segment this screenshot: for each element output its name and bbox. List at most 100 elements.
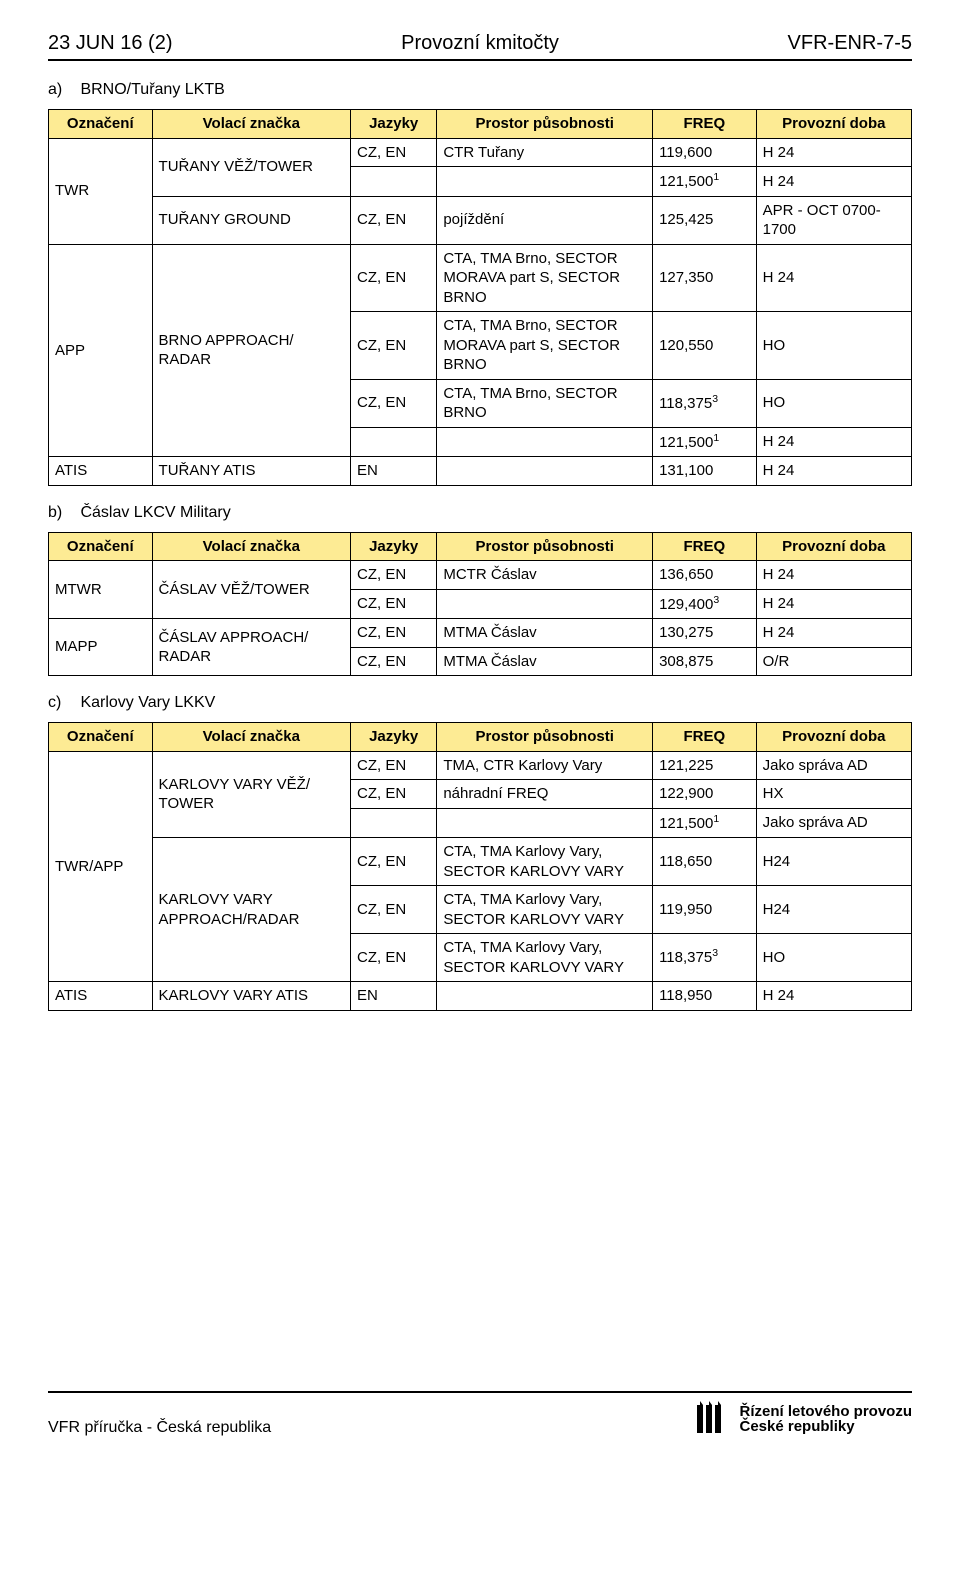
cell-jazyky	[351, 167, 437, 197]
cell-freq: 136,650	[653, 561, 757, 590]
cell-prostor	[437, 457, 653, 486]
section-c-title: c) Karlovy Vary LKKV	[48, 694, 912, 712]
col-prostor: Prostor působnosti	[437, 110, 653, 139]
cell-doba: H 24	[756, 589, 911, 619]
page-header: 23 JUN 16 (2) Provozní kmitočty VFR-ENR-…	[48, 32, 912, 61]
table-brno: Označení Volací značka Jazyky Prostor pů…	[48, 109, 912, 486]
cell-prostor: MTMA Čáslav	[437, 647, 653, 676]
cell-jazyky: EN	[351, 982, 437, 1011]
cell-jazyky: CZ, EN	[351, 619, 437, 648]
cell-jazyky: EN	[351, 457, 437, 486]
cell-freq: 131,100	[653, 457, 757, 486]
table-row: ATIS KARLOVY VARY ATIS EN 118,950 H 24	[49, 982, 912, 1011]
cell-doba: HX	[756, 780, 911, 809]
cell-freq: 118,3753	[653, 379, 757, 427]
footer-left: VFR příručka - Česká republika	[48, 1419, 271, 1437]
col-freq: FREQ	[653, 723, 757, 752]
table-caslav: Označení Volací značka Jazyky Prostor pů…	[48, 532, 912, 677]
cell-jazyky: CZ, EN	[351, 561, 437, 590]
col-volaci: Volací značka	[152, 532, 350, 561]
section-letter: b)	[48, 504, 76, 522]
cell-volaci: ČÁSLAV APPROACH/ RADAR	[152, 619, 350, 676]
col-doba: Provozní doba	[756, 723, 911, 752]
cell-doba: H 24	[756, 167, 911, 197]
cell-freq: 125,425	[653, 196, 757, 244]
footer-line1: Řízení letového provozu	[739, 1404, 912, 1419]
cell-prostor: náhradní FREQ	[437, 780, 653, 809]
section-title-text: Čáslav LKCV Military	[80, 504, 230, 521]
cell-freq: 130,275	[653, 619, 757, 648]
cell-doba: H 24	[756, 982, 911, 1011]
cell-jazyky: CZ, EN	[351, 138, 437, 167]
cell-doba: APR - OCT 0700-1700	[756, 196, 911, 244]
cell-volaci: TUŘANY GROUND	[152, 196, 350, 244]
col-oznaceni: Označení	[49, 532, 153, 561]
cell-oznaceni: TWR/APP	[49, 751, 153, 982]
header-right: VFR-ENR-7-5	[788, 32, 912, 55]
cell-doba: HO	[756, 312, 911, 380]
col-doba: Provozní doba	[756, 110, 911, 139]
col-prostor: Prostor působnosti	[437, 532, 653, 561]
cell-freq: 119,950	[653, 886, 757, 934]
cell-prostor: CTA, TMA Karlovy Vary, SECTOR KARLOVY VA…	[437, 838, 653, 886]
table-row: MTWR ČÁSLAV VĚŽ/TOWER CZ, EN MCTR Čáslav…	[49, 561, 912, 590]
cell-prostor: CTA, TMA Brno, SECTOR MORAVA part S, SEC…	[437, 312, 653, 380]
cell-jazyky: CZ, EN	[351, 934, 437, 982]
cell-volaci: TUŘANY VĚŽ/TOWER	[152, 138, 350, 196]
cell-oznaceni: TWR	[49, 138, 153, 244]
cell-prostor: MTMA Čáslav	[437, 619, 653, 648]
col-prostor: Prostor působnosti	[437, 723, 653, 752]
section-title-text: Karlovy Vary LKKV	[80, 694, 215, 711]
cell-freq: 118,650	[653, 838, 757, 886]
col-doba: Provozní doba	[756, 532, 911, 561]
cell-doba: H 24	[756, 427, 911, 457]
cell-freq: 127,350	[653, 244, 757, 312]
cell-jazyky: CZ, EN	[351, 647, 437, 676]
cell-doba: HO	[756, 379, 911, 427]
table-row: MAPP ČÁSLAV APPROACH/ RADAR CZ, EN MTMA …	[49, 619, 912, 648]
cell-doba: H 24	[756, 138, 911, 167]
cell-jazyky: CZ, EN	[351, 886, 437, 934]
cell-freq: 121,5001	[653, 167, 757, 197]
cell-volaci: TUŘANY ATIS	[152, 457, 350, 486]
page-footer: VFR příručka - Česká republika Řízení le…	[48, 1401, 912, 1437]
section-b-title: b) Čáslav LKCV Military	[48, 504, 912, 522]
table-row: TUŘANY GROUND CZ, EN pojíždění 125,425 A…	[49, 196, 912, 244]
cell-freq: 122,900	[653, 780, 757, 809]
cell-oznaceni: ATIS	[49, 457, 153, 486]
cell-doba: O/R	[756, 647, 911, 676]
col-freq: FREQ	[653, 110, 757, 139]
cell-volaci: KARLOVY VARY VĚŽ/ TOWER	[152, 751, 350, 838]
cell-prostor: CTA, TMA Brno, SECTOR MORAVA part S, SEC…	[437, 244, 653, 312]
col-oznaceni: Označení	[49, 723, 153, 752]
header-center: Provozní kmitočty	[401, 32, 559, 55]
cell-prostor: CTR Tuřany	[437, 138, 653, 167]
cell-freq: 119,600	[653, 138, 757, 167]
cell-oznaceni: ATIS	[49, 982, 153, 1011]
table-row: KARLOVY VARY APPROACH/RADAR CZ, EN CTA, …	[49, 838, 912, 886]
cell-volaci: BRNO APPROACH/ RADAR	[152, 244, 350, 457]
cell-jazyky: CZ, EN	[351, 379, 437, 427]
footer-right: Řízení letového provozu České republiky	[689, 1401, 912, 1437]
cell-prostor: TMA, CTR Karlovy Vary	[437, 751, 653, 780]
cell-volaci: KARLOVY VARY APPROACH/RADAR	[152, 838, 350, 982]
cell-freq: 121,5001	[653, 427, 757, 457]
cell-jazyky: CZ, EN	[351, 780, 437, 809]
col-volaci: Volací značka	[152, 723, 350, 752]
cell-jazyky: CZ, EN	[351, 838, 437, 886]
cell-doba: H 24	[756, 457, 911, 486]
table-row: TWR TUŘANY VĚŽ/TOWER CZ, EN CTR Tuřany 1…	[49, 138, 912, 167]
footer-line2: České republiky	[739, 1419, 854, 1434]
cell-prostor	[437, 167, 653, 197]
cell-freq: 118,950	[653, 982, 757, 1011]
cell-freq: 308,875	[653, 647, 757, 676]
cell-prostor	[437, 427, 653, 457]
cell-oznaceni: MTWR	[49, 561, 153, 619]
cell-prostor: CTA, TMA Karlovy Vary, SECTOR KARLOVY VA…	[437, 934, 653, 982]
col-oznaceni: Označení	[49, 110, 153, 139]
table-header-row: Označení Volací značka Jazyky Prostor pů…	[49, 110, 912, 139]
footer-logo-text: Řízení letového provozu České republiky	[739, 1404, 912, 1434]
cell-freq: 121,5001	[653, 808, 757, 838]
cell-freq: 129,4003	[653, 589, 757, 619]
cell-freq: 121,225	[653, 751, 757, 780]
